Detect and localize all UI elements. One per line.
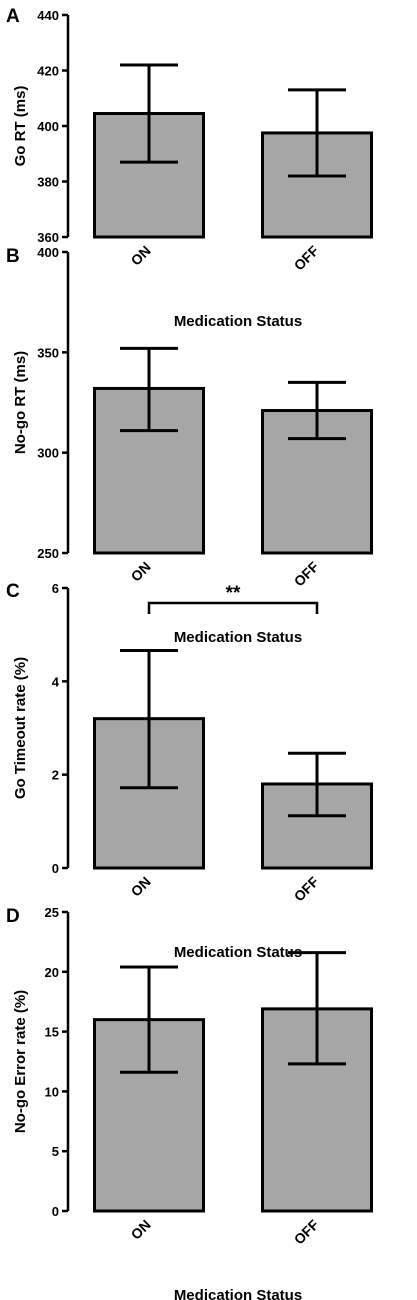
chart-c-y-tick-label: 6 — [52, 581, 59, 596]
chart-b-category-label: OFF — [291, 558, 322, 589]
chart-b-y-tick-label: 250 — [37, 546, 59, 561]
chart-a-y-axis-title: Go RT (ms) — [12, 86, 29, 167]
chart-c-significance-bracket — [147, 601, 319, 614]
chart-a-y-tick-label: 400 — [37, 119, 59, 134]
chart-c-x-axis-title: Medication Status — [174, 944, 302, 961]
chart-b-panel-letter: B — [6, 246, 20, 267]
chart-d-y-tick-label: 15 — [45, 1025, 59, 1040]
chart-b-category-label: ON — [128, 558, 154, 584]
chart-d-y-tick-label: 0 — [52, 1204, 59, 1219]
chart-d-category-label: ON — [128, 1216, 154, 1242]
chart-a-y-tick-label: 380 — [37, 175, 59, 190]
chart-d-x-axis-title: Medication Status — [174, 1287, 302, 1300]
chart-b-bar-off — [261, 409, 373, 555]
chart-a-panel-letter: A — [6, 6, 20, 27]
chart-b: B 250 300 350 400 No-go RT (ms) ON OFF Medicatio… — [6, 245, 373, 646]
chart-b-y-tick-label: 400 — [37, 245, 59, 260]
chart-d-y-tick-label: 20 — [45, 965, 59, 980]
chart-d-y-axis-title: No-go Error rate (%) — [12, 990, 29, 1133]
chart-a: A 360 380 400 420 440 Go RT (ms) ON OFF Medicatio… — [6, 6, 373, 330]
chart-d: D 0 5 10 15 20 25 No-go Error rate (%) ON OFF Medi… — [6, 905, 373, 1300]
chart-c-y-tick-label: 4 — [52, 674, 60, 689]
chart-b-y-axis-title: No-go RT (ms) — [12, 351, 29, 454]
chart-a-y-tick-label: 440 — [37, 8, 59, 23]
chart-a-y-tick-label: 420 — [37, 64, 59, 79]
chart-c-panel-letter: C — [6, 581, 20, 602]
chart-b-x-axis-title: Medication Status — [174, 629, 302, 646]
chart-c-y-tick-label: 0 — [52, 861, 59, 876]
chart-a-y-tick-label: 360 — [37, 230, 59, 245]
chart-c-category-label: ON — [128, 873, 154, 899]
chart-d-panel-letter: D — [6, 906, 20, 927]
chart-a-category-label: ON — [128, 242, 154, 268]
chart-b-y-tick-label: 350 — [37, 345, 59, 360]
chart-a-category-label: OFF — [291, 242, 322, 273]
chart-d-category-label: OFF — [291, 1216, 322, 1247]
chart-c-y-tick-label: 2 — [52, 768, 59, 783]
chart-a-x-axis-title: Medication Status — [174, 313, 302, 330]
chart-d-y-tick-label: 10 — [45, 1084, 59, 1099]
chart-c-category-label: OFF — [291, 873, 322, 904]
chart-b-y-tick-label: 300 — [37, 446, 59, 461]
chart-c-y-axis-title: Go Timeout rate (%) — [12, 657, 29, 799]
chart-c-significance-label: ** — [226, 583, 241, 604]
chart-d-y-tick-label: 25 — [45, 905, 59, 920]
chart-d-y-tick-label: 5 — [52, 1144, 59, 1159]
